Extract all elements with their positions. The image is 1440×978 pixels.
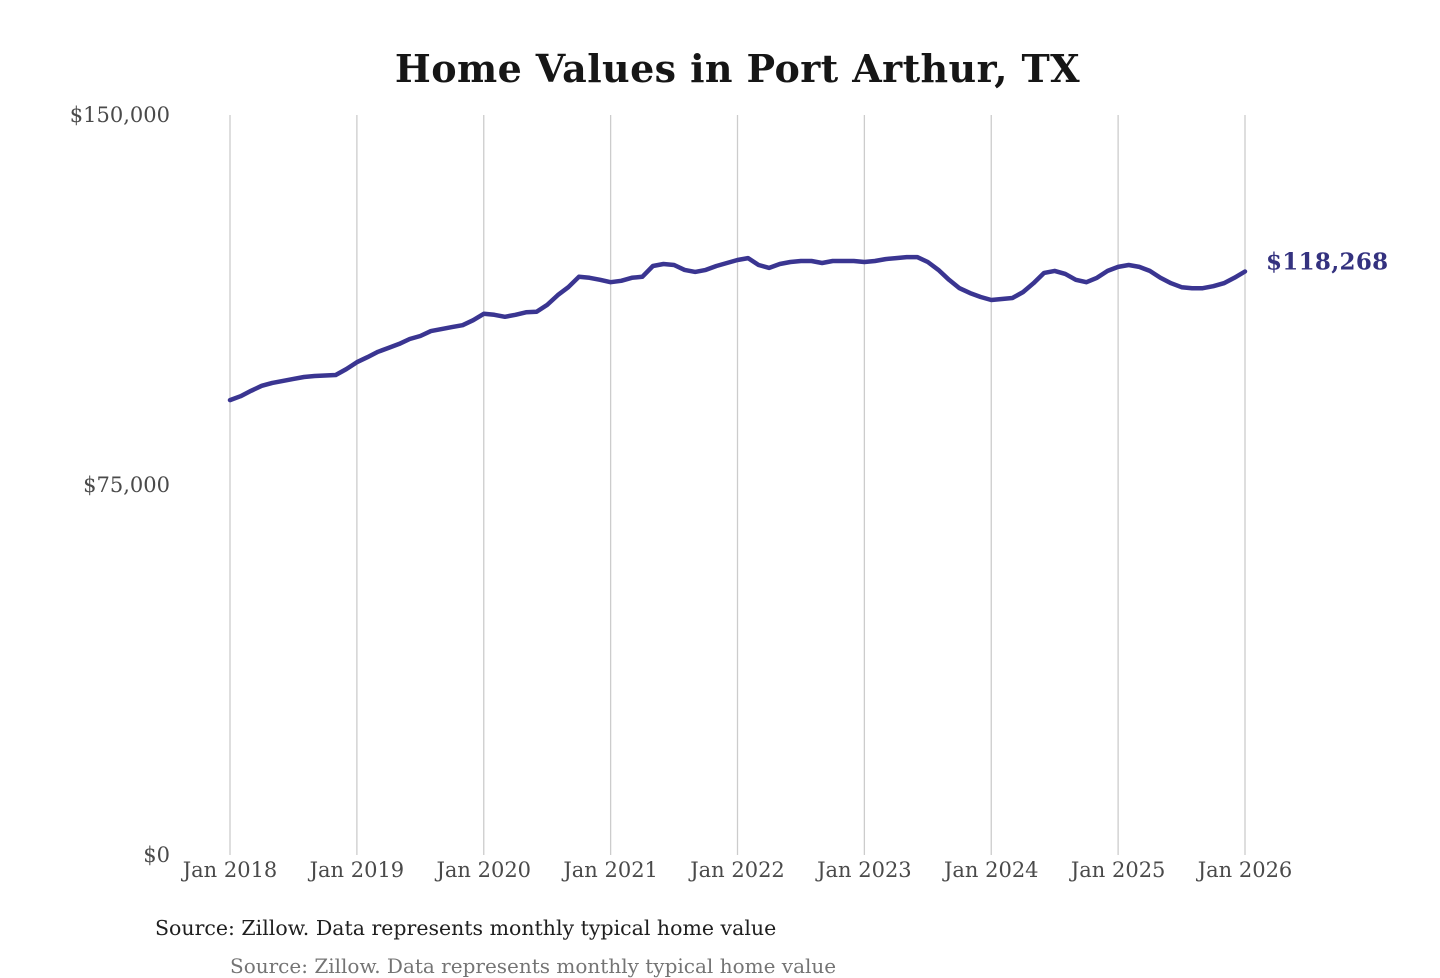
- x-tick-jan-2022: Jan 2022: [690, 858, 785, 882]
- cropped-next-row-text: Source: Zillow. Data represents monthly …: [230, 954, 837, 978]
- y-tick-0: $0: [143, 843, 170, 867]
- chart-title: Home Values in Port Arthur, TX: [394, 46, 1081, 91]
- x-tick-jan-2023: Jan 2023: [817, 858, 912, 882]
- source-note: Source: Zillow. Data represents monthly …: [155, 916, 777, 940]
- x-tick-jan-2019: Jan 2019: [309, 858, 405, 882]
- home-value-line: [227, 254, 1248, 403]
- x-tick-jan-2021: Jan 2021: [563, 858, 658, 882]
- x-tick-jan-2024: Jan 2024: [943, 858, 1039, 882]
- vertical-gridlines: [229, 115, 1246, 855]
- latest-value-label: $118,268: [1266, 248, 1389, 276]
- y-tick-150000: $150,000: [69, 103, 170, 127]
- x-tick-jan-2018: Jan 2018: [182, 858, 278, 882]
- x-tick-jan-2025: Jan 2025: [1070, 858, 1166, 882]
- y-tick-75000: $75,000: [83, 473, 170, 497]
- x-tick-jan-2026: Jan 2026: [1197, 858, 1293, 882]
- x-tick-jan-2020: Jan 2020: [436, 858, 532, 882]
